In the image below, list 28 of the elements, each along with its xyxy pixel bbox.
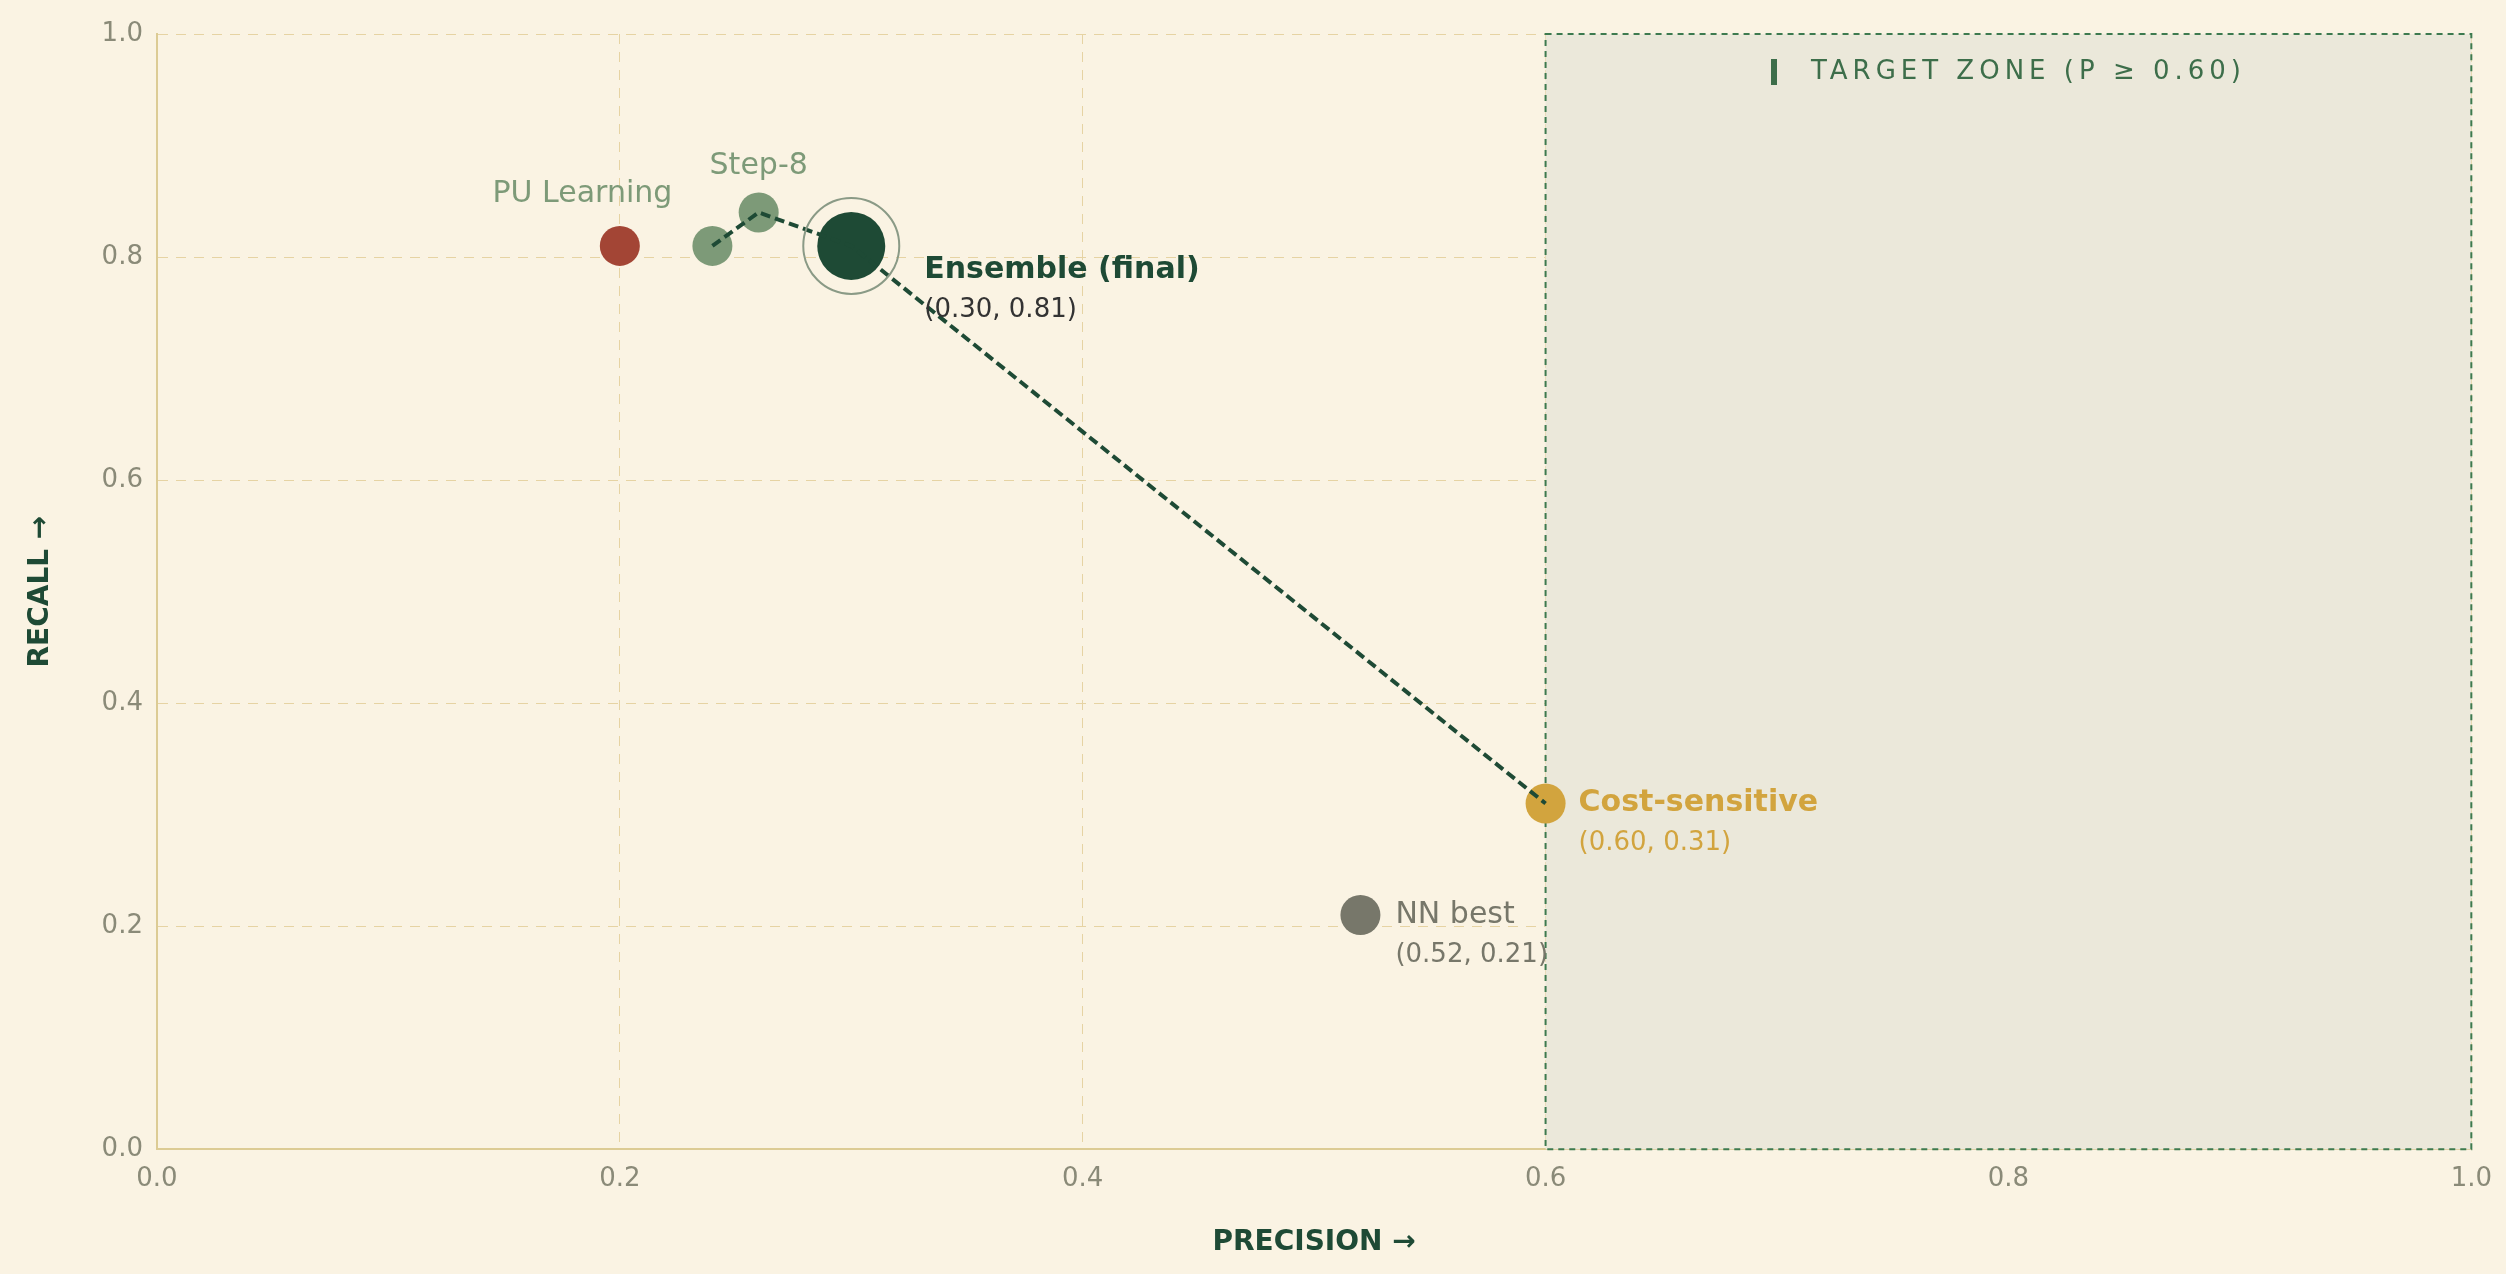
series-label: PU Learning [492, 173, 673, 209]
series-label: Cost-sensitive [1578, 783, 1819, 819]
y-tick-label: 0.8 [101, 239, 143, 270]
point [1525, 783, 1566, 824]
x-tick-label: 0.8 [1987, 1161, 2030, 1192]
point [738, 192, 779, 233]
x-tick-label: 0.4 [1062, 1161, 1104, 1192]
x-tick-label: 1.0 [2450, 1161, 2493, 1192]
y-axis-title: RECALL → [22, 515, 56, 668]
point [599, 225, 640, 266]
point [692, 225, 733, 266]
x-tick-label: 0.0 [136, 1161, 178, 1192]
y-tick-label: 0.2 [101, 908, 143, 939]
x-tick-label: 0.6 [1524, 1161, 1567, 1192]
band-label: TARGET ZONE (P ≥ 0.60) [1809, 54, 2246, 85]
data-label: (0.30, 0.81) [924, 292, 1077, 323]
x-axis-title: PRECISION → [1212, 1224, 1416, 1258]
series-label: NN best [1395, 894, 1515, 930]
y-tick-label: 0.4 [101, 685, 143, 716]
data-label: (0.60, 0.31) [1578, 826, 1732, 857]
y-tick-label: 1.0 [101, 16, 143, 47]
point [1340, 895, 1381, 936]
y-tick-label: 0.0 [101, 1131, 143, 1162]
x-tick-label: 0.2 [599, 1161, 641, 1192]
series-label: Step-8 [709, 146, 808, 182]
series-label: Ensemble (final) [924, 249, 1200, 285]
data-label: (0.52, 0.21) [1395, 937, 1549, 968]
y-tick-label: 0.6 [101, 462, 143, 493]
